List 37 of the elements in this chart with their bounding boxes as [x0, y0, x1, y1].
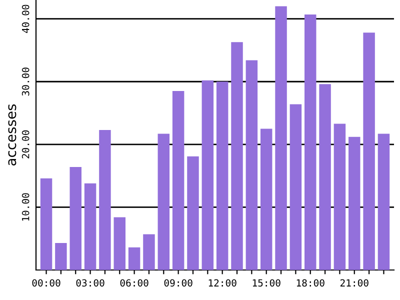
bar [158, 134, 170, 270]
bar [363, 32, 375, 270]
x-tick-label: 00:00 [32, 279, 60, 287]
bar [304, 14, 316, 270]
x-tick-label: 06:00 [120, 279, 148, 287]
bar [70, 167, 82, 270]
x-tick-label: 21:00 [340, 279, 368, 287]
bar [40, 178, 52, 270]
bar [187, 156, 199, 270]
bar [275, 6, 287, 270]
x-tick-label: 18:00 [296, 279, 324, 287]
bar [246, 60, 258, 270]
bar [143, 234, 155, 270]
bar [84, 183, 96, 270]
bar [55, 243, 67, 270]
bar [128, 247, 140, 270]
y-tick-label: 10.00 [22, 193, 30, 221]
bar [334, 124, 346, 270]
bar [99, 130, 111, 270]
bar [319, 84, 331, 270]
y-tick-label: 20.00 [22, 130, 30, 158]
bar [260, 128, 272, 270]
bar [216, 82, 228, 270]
bar [378, 134, 390, 270]
bar [348, 136, 360, 270]
x-tick-label: 03:00 [76, 279, 104, 287]
y-axis-title: accesses [8, 104, 16, 166]
y-tick-label: 40.00 [22, 4, 30, 33]
x-tick-label: 09:00 [164, 279, 192, 287]
x-tick-label: 15:00 [252, 279, 280, 287]
bar [172, 91, 184, 270]
bar [231, 42, 243, 270]
bar [290, 104, 302, 270]
y-tick-label: 30.00 [22, 68, 30, 96]
bar [114, 217, 126, 270]
x-tick-label: 12:00 [208, 279, 236, 287]
bar [202, 80, 214, 270]
